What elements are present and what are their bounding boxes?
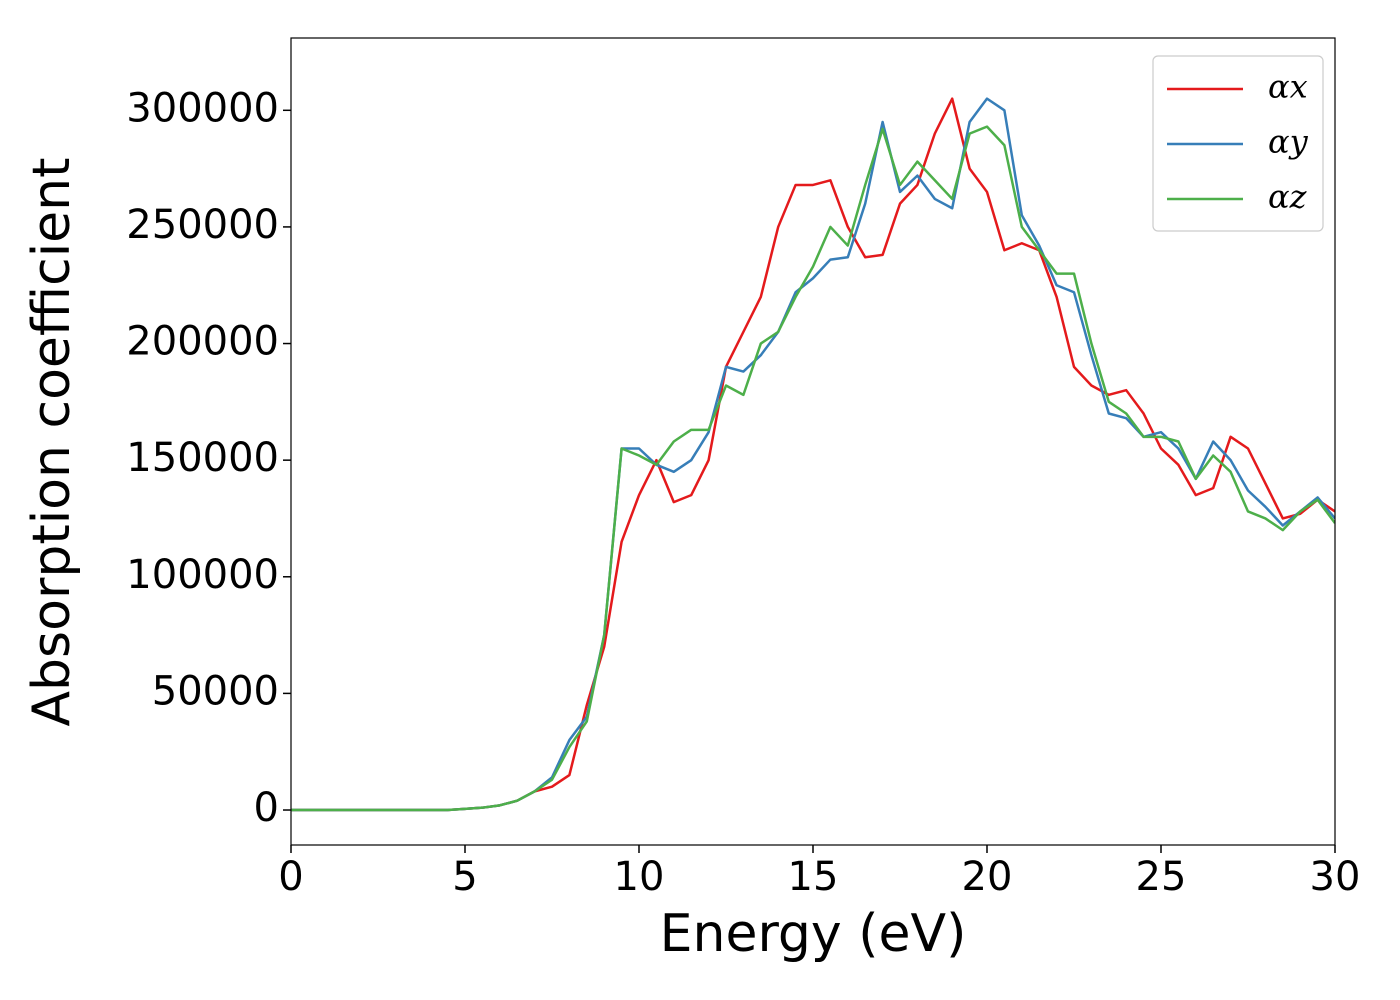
y-tick-label: 100000 bbox=[126, 552, 279, 598]
x-tick-label: 20 bbox=[962, 854, 1013, 900]
data-line bbox=[291, 125, 1335, 812]
y-tick-label: 300000 bbox=[126, 85, 279, 131]
x-tick-label: 15 bbox=[788, 854, 839, 900]
y-tick-label: 200000 bbox=[126, 319, 279, 365]
y-axis-label: Absorption coefficient bbox=[22, 157, 82, 726]
x-tick-label: 5 bbox=[452, 854, 477, 900]
y-tick-label: 150000 bbox=[126, 435, 279, 481]
y-tick-label: 50000 bbox=[152, 668, 279, 714]
x-tick-label: 25 bbox=[1136, 854, 1187, 900]
x-tick-label: 10 bbox=[614, 854, 665, 900]
x-tick-label: 30 bbox=[1310, 854, 1361, 900]
legend-label: αx bbox=[1268, 68, 1308, 106]
y-tick-label: 250000 bbox=[126, 202, 279, 248]
x-axis-label: Energy (eV) bbox=[660, 904, 967, 964]
legend-label: αy bbox=[1268, 123, 1309, 161]
x-tick-label: 0 bbox=[278, 854, 303, 900]
y-tick-label: 0 bbox=[254, 785, 279, 831]
legend-label: αz bbox=[1268, 178, 1308, 216]
plot-frame bbox=[290, 37, 1336, 846]
